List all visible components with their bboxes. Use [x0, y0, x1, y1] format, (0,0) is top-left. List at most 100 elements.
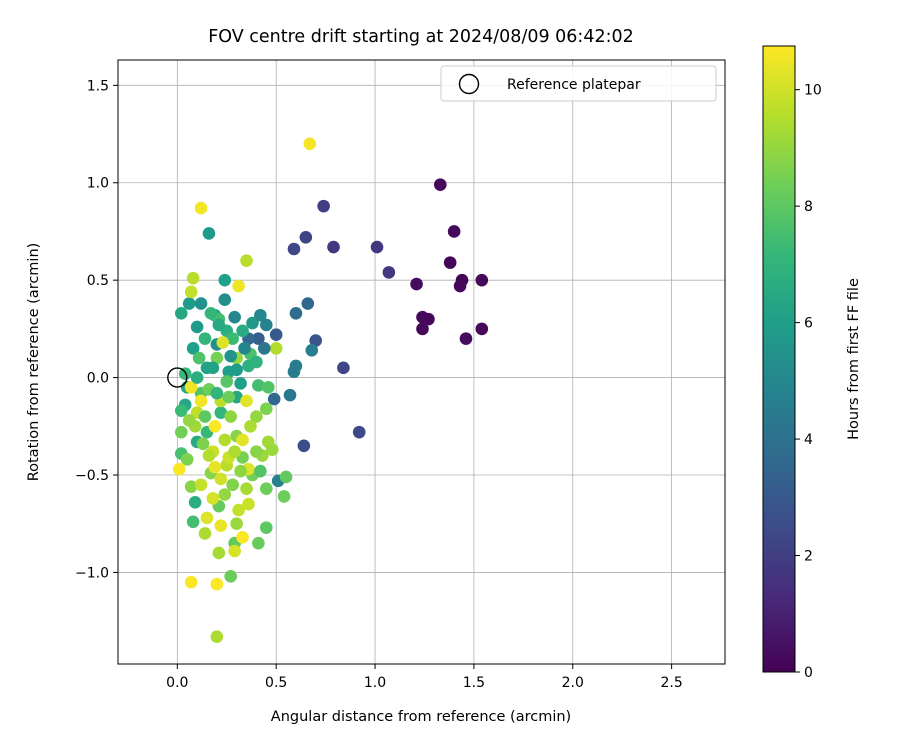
- data-point: [475, 322, 489, 336]
- data-point: [277, 490, 291, 503]
- data-point: [250, 410, 263, 423]
- data-point: [218, 433, 232, 447]
- colorbar-gradient: [762, 45, 796, 673]
- data-point: [210, 351, 224, 365]
- data-point: [254, 308, 267, 322]
- data-point: [180, 453, 194, 466]
- colorbar-tick-label: 8: [804, 199, 813, 215]
- data-point: [212, 318, 226, 332]
- data-point: [240, 482, 253, 495]
- colorbar-ticks: 0 2 4 6 8 10: [795, 83, 822, 681]
- chart-title: FOV centre drift starting at 2024/08/09 …: [208, 27, 634, 47]
- data-point: [208, 419, 222, 433]
- data-point: [228, 310, 241, 324]
- data-point: [224, 349, 238, 363]
- data-point: [410, 277, 423, 291]
- data-point: [216, 336, 230, 349]
- data-point: [246, 316, 259, 330]
- data-point: [224, 570, 238, 583]
- data-point: [267, 392, 281, 406]
- data-point: [269, 328, 283, 342]
- data-point: [206, 361, 220, 375]
- data-point: [214, 472, 228, 486]
- data-point: [182, 297, 196, 310]
- data-point: [244, 419, 257, 433]
- y-tick-label: −0.5: [75, 468, 109, 484]
- y-tick-label: 0.5: [87, 273, 109, 289]
- data-point: [208, 460, 222, 474]
- data-point: [184, 575, 198, 589]
- data-point: [422, 312, 435, 326]
- data-point: [204, 306, 218, 320]
- colorbar-tick-label: 10: [804, 83, 822, 99]
- y-tick-label: 1.5: [87, 78, 109, 94]
- x-tick-label: 1.5: [463, 675, 485, 691]
- data-point: [224, 410, 238, 423]
- data-point: [303, 137, 317, 151]
- data-point: [459, 332, 473, 345]
- data-point: [317, 199, 330, 213]
- data-point: [299, 231, 313, 244]
- data-point: [234, 464, 247, 478]
- data-point: [178, 367, 192, 380]
- data-point: [250, 355, 263, 369]
- data-point: [370, 240, 384, 254]
- data-point: [337, 361, 350, 375]
- data-point: [226, 478, 239, 492]
- data-point: [194, 478, 208, 492]
- colorbar-tick-label: 6: [804, 316, 813, 332]
- data-point: [238, 342, 251, 355]
- data-point: [214, 406, 228, 419]
- data-point: [232, 279, 245, 293]
- data-point: [188, 495, 202, 509]
- colorbar-tick-label: 4: [804, 432, 813, 448]
- data-point: [433, 178, 447, 191]
- x-axis-label: Angular distance from reference (arcmin): [271, 709, 571, 725]
- data-point: [174, 306, 188, 320]
- data-point: [289, 306, 303, 320]
- data-point: [254, 464, 267, 478]
- data-point: [258, 342, 271, 355]
- data-point: [212, 546, 226, 560]
- legend-label: Reference platepar: [507, 77, 641, 93]
- data-point: [174, 404, 188, 418]
- data-point: [218, 293, 232, 306]
- data-point: [210, 577, 224, 591]
- data-point: [206, 492, 220, 505]
- data-point: [186, 515, 200, 529]
- data-point: [220, 375, 234, 388]
- data-points: [167, 137, 489, 644]
- data-point: [327, 240, 340, 254]
- data-point: [202, 227, 216, 240]
- x-tick-label: 0.5: [265, 675, 287, 691]
- data-point: [174, 425, 188, 439]
- data-point: [218, 488, 232, 501]
- data-point: [198, 332, 212, 345]
- data-point: [236, 324, 249, 338]
- y-tick-label: 0.0: [87, 371, 109, 387]
- data-point: [194, 297, 208, 310]
- data-point: [279, 470, 293, 484]
- data-point: [287, 242, 301, 256]
- data-point: [184, 480, 198, 493]
- data-point: [475, 273, 489, 287]
- data-point: [447, 225, 461, 238]
- data-point: [259, 482, 273, 495]
- colorbar-label: Hours from first FF file: [846, 278, 862, 440]
- data-point: [269, 342, 283, 355]
- data-point: [228, 445, 241, 458]
- data-point: [232, 503, 245, 517]
- data-point: [240, 394, 253, 408]
- data-point: [265, 443, 279, 456]
- data-point: [198, 527, 212, 540]
- data-point: [186, 342, 200, 355]
- data-point: [283, 388, 297, 402]
- data-point: [261, 381, 275, 394]
- y-axis-label: Rotation from reference (arcmin): [26, 243, 42, 482]
- data-point: [210, 630, 224, 644]
- data-point: [214, 519, 228, 532]
- data-point: [218, 273, 232, 287]
- data-point: [287, 365, 301, 379]
- data-point: [252, 536, 265, 550]
